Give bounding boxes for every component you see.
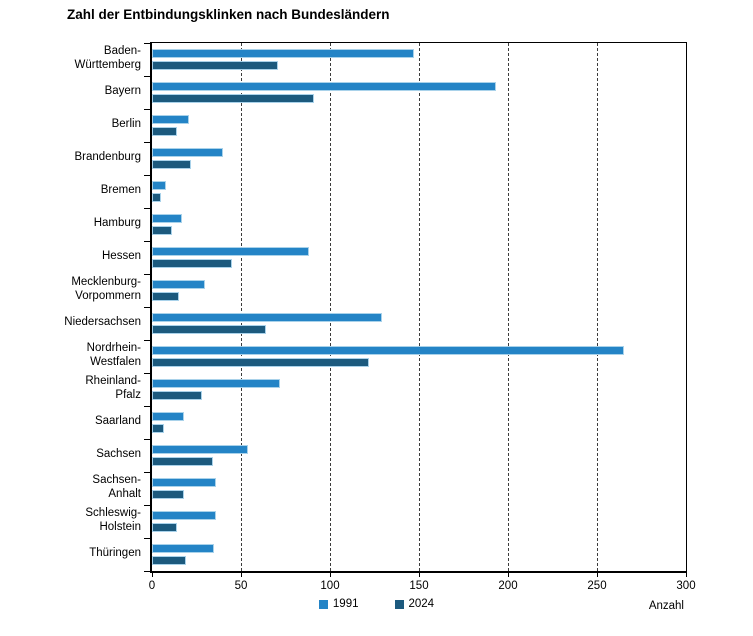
category-label-hessen: Hessen	[102, 249, 141, 262]
bar-2024-sachsen	[152, 457, 213, 466]
y-tick	[144, 537, 150, 539]
x-tick-label-0: 0	[148, 580, 156, 592]
legend-label-1991: 1991	[332, 598, 359, 610]
x-tick-label-50: 50	[234, 580, 248, 592]
y-tick	[144, 504, 150, 506]
category-label-baden-w-rttemberg: Baden- Württemberg	[74, 45, 141, 71]
x-tick-50	[240, 573, 242, 577]
bar-2024-rheinland-pfalz	[152, 391, 202, 400]
bar-2024-bayern	[152, 94, 314, 103]
bar-2024-niedersachsen	[152, 325, 266, 334]
bar-1991-hamburg	[152, 214, 183, 223]
legend-swatch-1991	[318, 599, 328, 609]
legend: 1991 2024	[0, 598, 753, 610]
bar-2024-sachsen-anhalt	[152, 490, 185, 499]
bar-1991-bremen	[152, 181, 167, 190]
bar-2024-hessen	[152, 259, 233, 268]
category-label-sachsen-anhalt: Sachsen- Anhalt	[92, 474, 141, 500]
bar-2024-bremen	[152, 193, 161, 202]
category-label-brandenburg: Brandenburg	[74, 150, 142, 163]
x-tick-label-250: 250	[587, 580, 607, 592]
bar-2024-mecklenburg-vorpommern	[152, 292, 179, 301]
bar-1991-brandenburg	[152, 148, 224, 157]
x-tick-150	[418, 573, 420, 577]
y-tick	[144, 75, 150, 77]
legend-item-1991: 1991	[318, 598, 359, 610]
category-label-mecklenburg-vorpommern: Mecklenburg- Vorpommern	[71, 276, 141, 302]
bar-2024-nordrhein-westfalen	[152, 358, 370, 367]
y-tick	[144, 306, 150, 308]
legend-swatch-2024	[394, 599, 404, 609]
y-tick	[144, 240, 150, 242]
gridline-150	[418, 43, 420, 571]
category-label-berlin: Berlin	[111, 117, 141, 130]
y-tick	[144, 42, 150, 44]
bar-1991-th-ringen	[152, 544, 215, 553]
bar-2024-th-ringen	[152, 556, 186, 565]
category-label-hamburg: Hamburg	[93, 216, 141, 229]
y-tick	[144, 108, 150, 110]
category-label-schleswig-holstein: Schleswig- Holstein	[85, 507, 141, 533]
category-label-sachsen: Sachsen	[96, 447, 141, 460]
bar-2024-brandenburg	[152, 160, 192, 169]
bar-2024-schleswig-holstein	[152, 523, 177, 532]
category-label-th-ringen: Thüringen	[89, 546, 141, 559]
bar-2024-saarland	[152, 424, 165, 433]
chart-title: Zahl der Entbindungsklinken nach Bundesl…	[67, 7, 390, 22]
category-label-rheinland-pfalz: Rheinland- Pfalz	[85, 375, 141, 401]
bar-1991-saarland	[152, 412, 185, 421]
x-tick-300	[685, 573, 687, 577]
bar-2024-hamburg	[152, 226, 172, 235]
y-tick	[144, 405, 150, 407]
bar-1991-bayern	[152, 82, 496, 91]
x-tick-label-200: 200	[498, 580, 518, 592]
x-tick-200	[507, 573, 509, 577]
bar-2024-berlin	[152, 127, 177, 136]
x-axis-title: Anzahl	[648, 600, 684, 612]
y-tick	[144, 471, 150, 473]
category-label-bayern: Bayern	[104, 84, 141, 97]
category-label-nordrhein-westfalen: Nordrhein- Westfalen	[86, 342, 141, 368]
bar-1991-schleswig-holstein	[152, 511, 217, 520]
category-label-niedersachsen: Niedersachsen	[64, 315, 141, 328]
legend-label-2024: 2024	[408, 598, 435, 610]
y-tick	[144, 273, 150, 275]
gridline-200	[507, 43, 509, 571]
category-label-saarland: Saarland	[94, 414, 141, 427]
y-tick	[144, 141, 150, 143]
bar-2024-baden-w-rttemberg	[152, 61, 279, 70]
bar-1991-berlin	[152, 115, 190, 124]
plot-area: 0 50 100 150 200 250 300	[144, 42, 696, 592]
gridline-50	[240, 43, 242, 571]
x-tick-label-300: 300	[676, 580, 696, 592]
bar-1991-mecklenburg-vorpommern	[152, 280, 206, 289]
y-tick	[144, 174, 150, 176]
y-tick	[144, 570, 150, 572]
x-tick-label-100: 100	[320, 580, 340, 592]
bar-1991-niedersachsen	[152, 313, 382, 322]
bar-1991-sachsen	[152, 445, 249, 454]
y-tick	[144, 207, 150, 209]
bar-1991-hessen	[152, 247, 309, 256]
bar-1991-baden-w-rttemberg	[152, 49, 414, 58]
y-tick	[144, 372, 150, 374]
x-tick-label-150: 150	[409, 580, 429, 592]
bar-1991-rheinland-pfalz	[152, 379, 281, 388]
bar-1991-sachsen-anhalt	[152, 478, 217, 487]
y-tick	[144, 438, 150, 440]
x-tick-0	[151, 573, 153, 577]
legend-item-2024: 2024	[394, 598, 435, 610]
category-label-bremen: Bremen	[100, 183, 141, 196]
gridline-250	[596, 43, 598, 571]
y-tick	[144, 339, 150, 341]
bar-1991-nordrhein-westfalen	[152, 346, 624, 355]
gridline-100	[329, 43, 331, 571]
x-tick-100	[329, 573, 331, 577]
x-tick-250	[596, 573, 598, 577]
y-axis-labels: Baden- Württemberg Bayern Berlin Brandenbur…	[0, 42, 141, 570]
